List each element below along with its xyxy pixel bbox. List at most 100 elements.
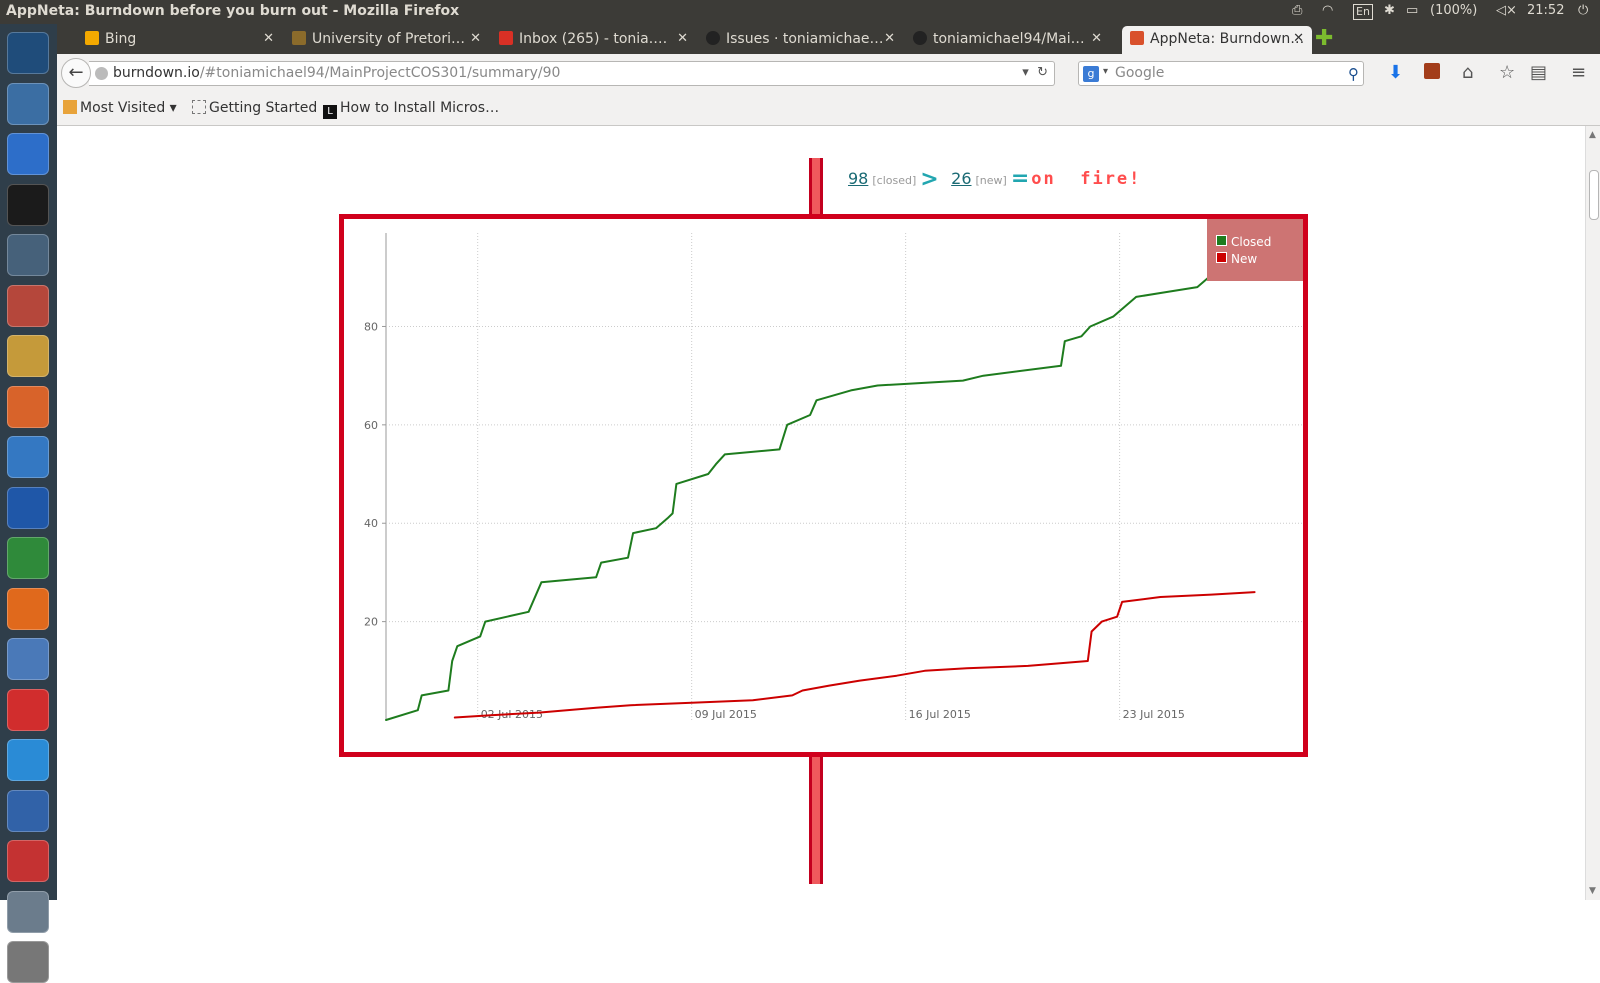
github-favicon-icon	[913, 31, 927, 45]
back-button[interactable]: ←	[61, 58, 91, 88]
burndown-timeline-bar-top	[809, 158, 823, 216]
kdrive-icon[interactable]	[7, 789, 49, 832]
search-engine-dropdown-icon[interactable]: ▾	[1103, 66, 1109, 77]
text-editor-icon[interactable]	[7, 234, 49, 276]
file-manager-icon[interactable]	[7, 284, 49, 327]
search-placeholder: Google	[1115, 65, 1165, 81]
power-icon[interactable]: ⏻	[1578, 3, 1589, 18]
printer-icon[interactable]: ⎙	[1292, 3, 1303, 18]
addon-icon[interactable]	[1424, 63, 1440, 79]
y-tick-label: 40	[364, 517, 378, 530]
firefox-icon[interactable]	[7, 587, 49, 630]
url-text[interactable]: burndown.io/#toniamichael94/MainProjectC…	[113, 65, 560, 81]
bookmark-getting-started[interactable]: Getting Started	[192, 100, 317, 116]
window-title: AppNeta: Burndown before you burn out - …	[6, 3, 460, 19]
university-favicon-icon	[292, 31, 306, 45]
launcher	[0, 24, 57, 983]
google-engine-icon[interactable]: g	[1083, 66, 1099, 82]
bookmark-how-to-install[interactable]: L How to Install Micros…	[323, 100, 499, 119]
tab-appneta-active[interactable]: AppNeta: Burndown… ✕	[1122, 26, 1312, 54]
scroll-down-icon[interactable]: ▼	[1589, 886, 1596, 896]
scrollbar-thumb[interactable]	[1589, 170, 1599, 220]
close-tab-icon[interactable]: ✕	[470, 31, 481, 46]
virtualbox-icon[interactable]	[7, 638, 49, 680]
volume-muted-icon[interactable]: ◁×	[1496, 3, 1517, 18]
bluetooth-icon[interactable]: ✱	[1384, 3, 1395, 18]
scroll-up-icon[interactable]: ▲	[1589, 130, 1596, 140]
legend-label-new: New	[1231, 252, 1258, 266]
reload-icon[interactable]: ↻	[1037, 65, 1048, 80]
tab-repo[interactable]: toniamichael94/Mai… ✕	[905, 26, 1110, 54]
legend-item-closed: Closed	[1216, 235, 1271, 249]
search-bar[interactable]: g ▾ Google ⚲	[1078, 61, 1364, 86]
workspace-switcher-icon[interactable]	[7, 890, 49, 933]
search-icon[interactable]: ⚲	[1348, 65, 1359, 83]
site-identity-icon[interactable]	[95, 67, 108, 80]
menu-icon[interactable]: ≡	[1571, 62, 1587, 83]
home-icon[interactable]: ⌂	[1462, 62, 1474, 83]
bookmark-most-visited[interactable]: Most Visited ▾	[63, 100, 177, 116]
chevron-right-icon: >	[920, 167, 939, 192]
writer-icon[interactable]	[7, 436, 49, 478]
chromium-icon[interactable]	[7, 133, 49, 175]
draw-icon[interactable]	[7, 486, 49, 529]
x-tick-label: 23 Jul 2015	[1123, 708, 1185, 721]
tube-icon[interactable]	[7, 840, 49, 882]
tab-issues[interactable]: Issues · toniamichae… ✕	[698, 26, 903, 54]
page-icon	[192, 100, 206, 114]
tab-university[interactable]: University of Pretori… ✕	[284, 26, 489, 54]
system-monitor-icon[interactable]	[7, 82, 49, 125]
battery-percent[interactable]: (100%)	[1430, 3, 1478, 18]
keyboard-layout-indicator[interactable]: En	[1353, 4, 1373, 20]
bookmark-l-icon: L	[323, 105, 337, 119]
close-tab-icon[interactable]: ✕	[677, 31, 688, 46]
navigation-bar: burndown.io/#toniamichael94/MainProjectC…	[57, 54, 1600, 92]
reading-list-icon[interactable]: ▤	[1530, 62, 1548, 83]
y-tick-label: 20	[364, 616, 378, 629]
legend-swatch-new	[1216, 252, 1227, 263]
archive-icon[interactable]	[7, 335, 49, 377]
page-scrollbar[interactable]: ▲ ▼	[1585, 126, 1600, 900]
legend-swatch-closed	[1216, 235, 1227, 246]
impress-icon[interactable]	[7, 385, 49, 428]
tab-strip: Bing ✕ University of Pretori… ✕ Inbox (2…	[57, 24, 1600, 54]
tab-bing[interactable]: Bing ✕	[77, 26, 282, 54]
calc-icon[interactable]	[7, 537, 49, 579]
close-tab-icon[interactable]: ✕	[263, 31, 274, 46]
gmail-icon[interactable]	[7, 688, 49, 731]
closed-count-link[interactable]: 98	[848, 169, 869, 188]
battery-icon[interactable]: ▭	[1406, 3, 1419, 18]
new-count-link[interactable]: 26	[951, 169, 972, 188]
close-tab-icon[interactable]: ✕	[1091, 31, 1102, 46]
y-tick-label: 60	[364, 419, 378, 432]
url-history-dropdown-icon[interactable]: ▾	[1022, 65, 1029, 80]
trash-icon[interactable]	[7, 941, 49, 983]
github-favicon-icon	[706, 31, 720, 45]
wifi-icon[interactable]: ◠	[1322, 3, 1334, 18]
bookmark-star-icon[interactable]: ☆	[1499, 62, 1516, 83]
url-bar[interactable]: burndown.io/#toniamichael94/MainProjectC…	[89, 61, 1055, 86]
system-top-bar: AppNeta: Burndown before you burn out - …	[0, 0, 1600, 24]
close-tab-icon[interactable]: ✕	[884, 31, 895, 46]
terminal-icon[interactable]	[7, 183, 49, 226]
bookmark-label: How to Install Micros…	[340, 100, 500, 116]
skype-icon[interactable]	[7, 739, 49, 781]
ubuntu-dash-icon[interactable]	[7, 32, 49, 74]
tab-inbox[interactable]: Inbox (265) - tonia.… ✕	[491, 26, 696, 54]
bookmark-label: Most Visited ▾	[80, 100, 177, 116]
burndown-chart: 20 40 60 80 02 Jul 2015 09 Jul 2015 16 Jul 201…	[344, 219, 1303, 756]
legend-label-closed: Closed	[1231, 235, 1272, 249]
equals-icon: =	[1010, 166, 1030, 191]
clock[interactable]: 21:52	[1527, 3, 1565, 18]
close-tab-icon[interactable]: ✕	[1293, 31, 1304, 46]
folder-icon	[63, 100, 77, 114]
tab-label: Inbox (265) - tonia.…	[519, 31, 668, 47]
back-arrow-icon: ←	[68, 62, 84, 83]
burndown-chart-frame: 20 40 60 80 02 Jul 2015 09 Jul 2015 16 Jul 201…	[339, 214, 1308, 757]
new-tab-icon[interactable]: ✚	[1315, 26, 1334, 51]
downloads-icon[interactable]: ⬇	[1388, 62, 1404, 83]
series-line-new	[453, 591, 1256, 719]
tab-label: University of Pretori…	[312, 31, 465, 47]
tab-label: AppNeta: Burndown…	[1150, 31, 1305, 47]
